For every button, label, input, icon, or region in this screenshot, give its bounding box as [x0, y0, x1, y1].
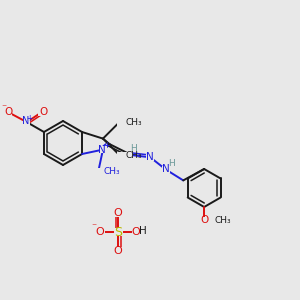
- Bar: [113, 209, 122, 217]
- Bar: [23, 119, 30, 125]
- Text: O: O: [39, 107, 47, 117]
- Bar: [169, 161, 175, 167]
- Bar: [117, 119, 134, 126]
- Text: CH₃: CH₃: [125, 151, 142, 160]
- Bar: [131, 228, 140, 236]
- Bar: [113, 228, 122, 236]
- Text: N: N: [162, 164, 170, 174]
- Text: +: +: [103, 141, 110, 150]
- Text: N: N: [146, 152, 154, 162]
- Text: CH₃: CH₃: [214, 216, 231, 225]
- Text: CH₃: CH₃: [125, 118, 142, 127]
- Text: H: H: [130, 144, 137, 153]
- Text: O: O: [96, 227, 104, 237]
- Text: S: S: [114, 226, 122, 238]
- Bar: [130, 146, 136, 152]
- Text: ⁻: ⁻: [92, 222, 97, 232]
- Text: ⁻: ⁻: [2, 103, 7, 113]
- Text: O: O: [200, 215, 208, 225]
- Bar: [95, 168, 109, 175]
- Bar: [38, 109, 46, 116]
- Text: O: O: [132, 227, 140, 237]
- Bar: [146, 154, 154, 161]
- Bar: [99, 146, 107, 153]
- Text: H: H: [139, 226, 147, 236]
- Bar: [4, 109, 12, 116]
- Text: H: H: [168, 159, 175, 168]
- Bar: [113, 247, 122, 255]
- Text: +: +: [27, 114, 33, 123]
- Text: N: N: [22, 116, 29, 126]
- Text: CH₃: CH₃: [104, 167, 121, 176]
- Text: N: N: [98, 145, 106, 154]
- Bar: [200, 217, 208, 224]
- Bar: [95, 228, 104, 236]
- Text: O: O: [4, 107, 12, 117]
- Text: O: O: [114, 246, 122, 256]
- Bar: [117, 152, 134, 158]
- Bar: [162, 166, 170, 173]
- Text: O: O: [114, 208, 122, 218]
